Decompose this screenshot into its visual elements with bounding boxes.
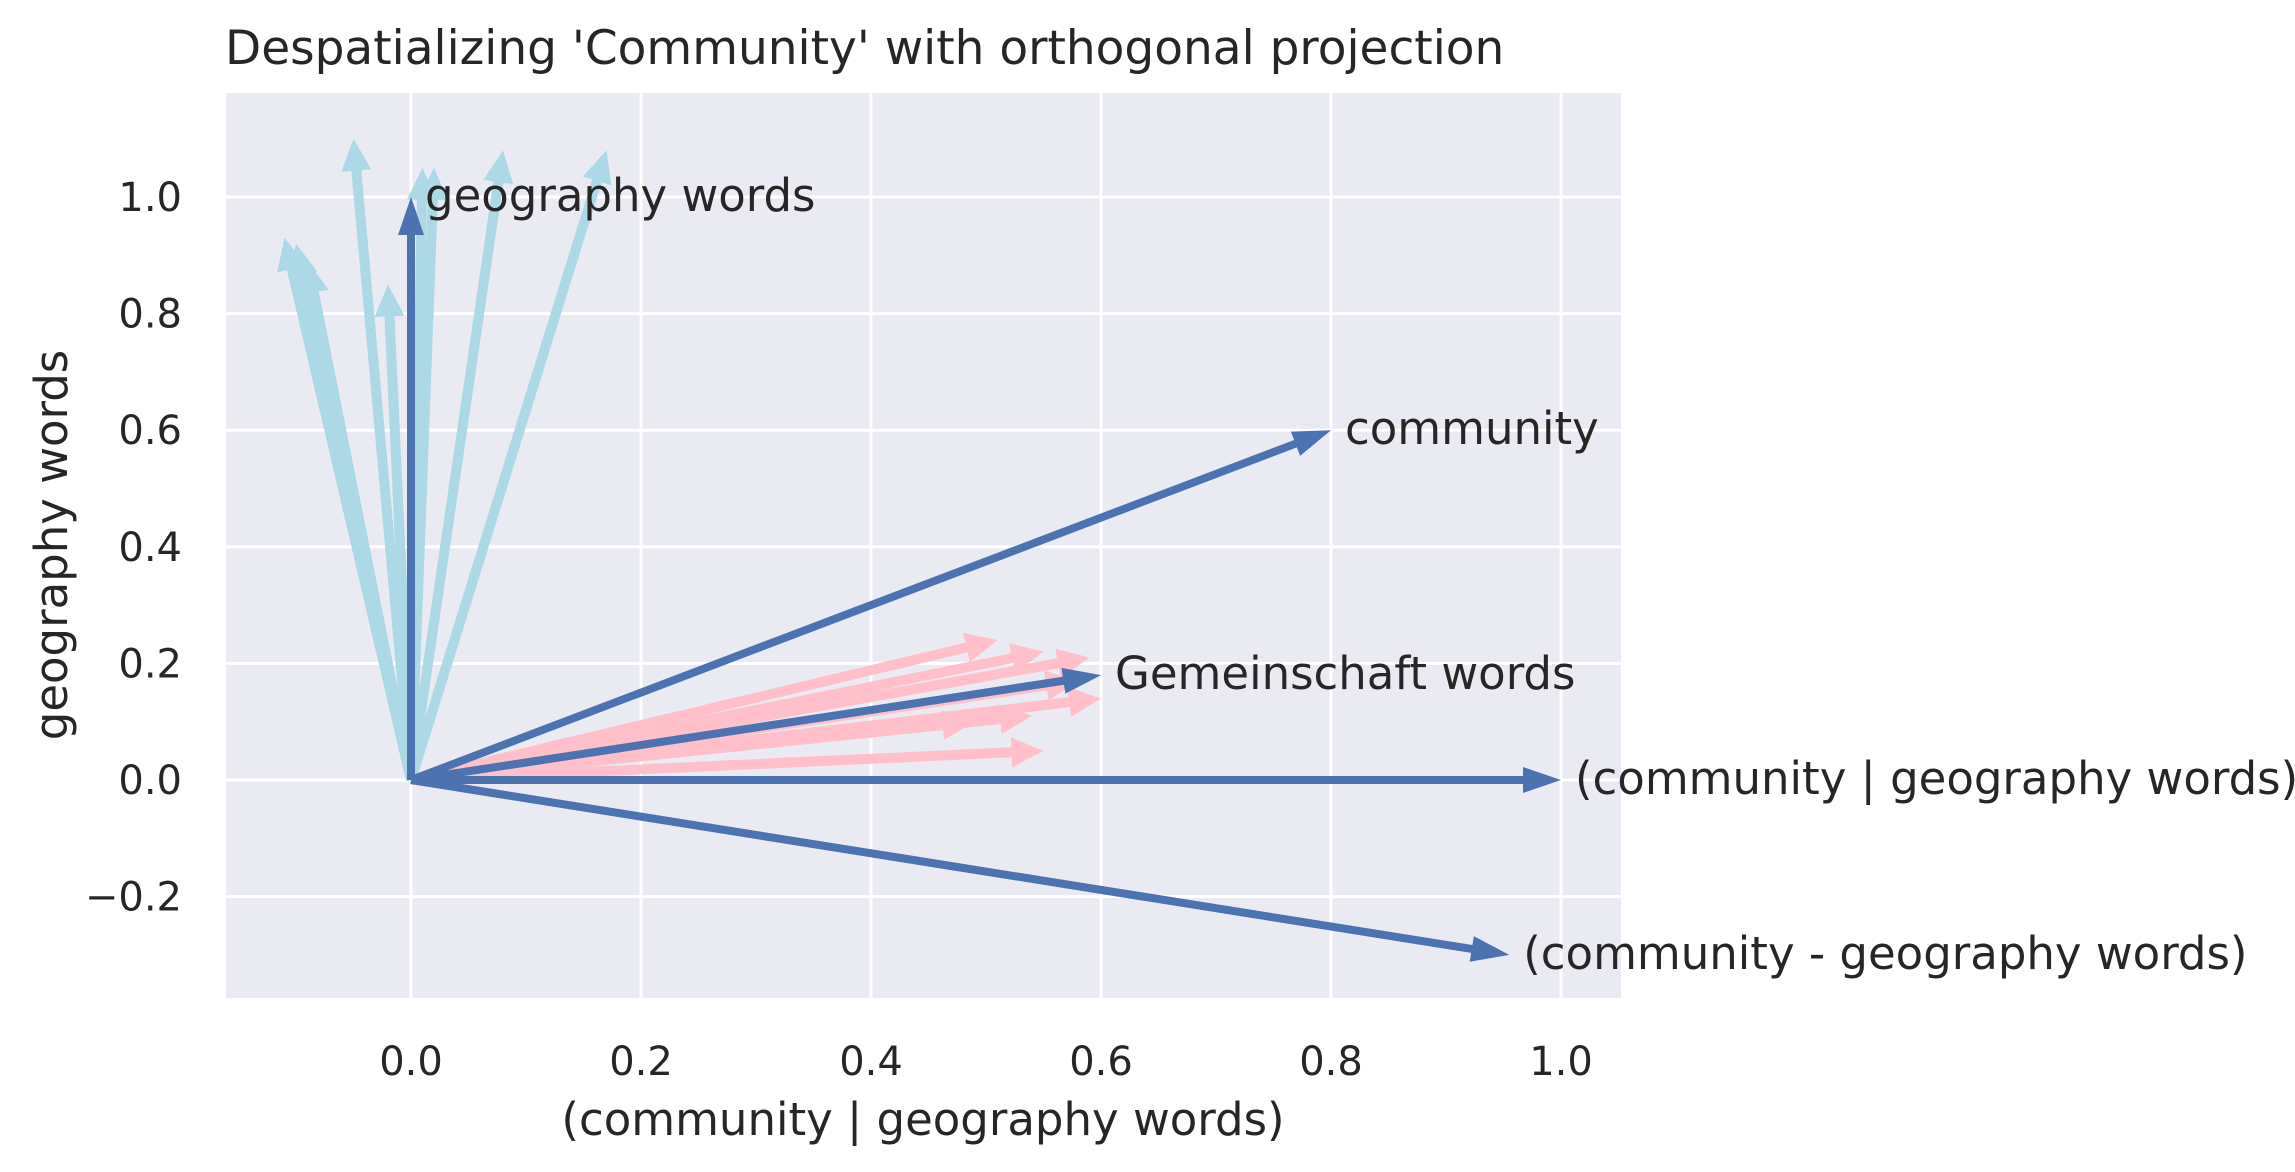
y-tick-labels: −0.2 0.0 0.2 0.4 0.6 0.8 1.0 xyxy=(85,175,182,921)
vector-arrow-community-geography-words xyxy=(410,776,1510,962)
x-tick-label: 1.0 xyxy=(1529,1039,1593,1085)
y-tick-label: 0.6 xyxy=(118,408,182,454)
vector-arrow-geography-words xyxy=(398,197,424,780)
x-tick-labels: 0.0 0.2 0.4 0.6 0.8 1.0 xyxy=(379,1039,1593,1085)
x-axis-label: (community | geography words) xyxy=(561,1093,1284,1146)
vector-label-geography-words: geography words xyxy=(425,169,816,222)
geography-word-arrow xyxy=(406,150,514,781)
vector-arrow-gemeinschaft-words xyxy=(410,667,1101,784)
geography-word-arrow xyxy=(406,150,612,782)
y-tick-label: −0.2 xyxy=(85,875,182,921)
gemeinschaft-word-arrow xyxy=(410,710,975,785)
x-tick-label: 0.8 xyxy=(1299,1039,1363,1085)
x-tick-label: 0.4 xyxy=(839,1039,903,1085)
y-tick-label: 0.8 xyxy=(118,292,182,338)
y-tick-label: 1.0 xyxy=(118,175,182,221)
geography-word-arrow xyxy=(341,138,416,781)
vector-labels: geography words community Gemeinschaft wor… xyxy=(425,169,2295,980)
geography-word-vectors xyxy=(277,138,612,782)
gemeinschaft-word-arrow xyxy=(410,737,1044,785)
main-vectors xyxy=(398,197,1561,962)
geography-word-arrow xyxy=(299,261,416,782)
y-tick-label: 0.0 xyxy=(118,758,182,804)
vector-arrow-community xyxy=(409,430,1332,784)
y-tick-label: 0.4 xyxy=(118,525,182,571)
chart-title: Despatializing 'Community' with orthogon… xyxy=(225,21,1504,76)
y-tick-label: 0.2 xyxy=(118,641,182,687)
x-tick-label: 0.6 xyxy=(1069,1039,1133,1085)
vector-label-community: community xyxy=(1345,402,1599,455)
vector-arrow-community-geography-words xyxy=(411,767,1561,793)
geography-word-arrow xyxy=(406,167,448,781)
geography-word-arrow xyxy=(374,284,416,781)
vector-label-gemeinschaft-words: Gemeinschaft words xyxy=(1115,647,1575,700)
vector-label-community-geography-words: (community - geography words) xyxy=(1523,927,2247,980)
x-tick-label: 0.0 xyxy=(379,1039,443,1085)
x-tick-label: 0.2 xyxy=(609,1039,673,1085)
vector-label-community-geography-words: (community | geography words) xyxy=(1575,752,2295,805)
y-axis-label: geography words xyxy=(25,350,78,741)
